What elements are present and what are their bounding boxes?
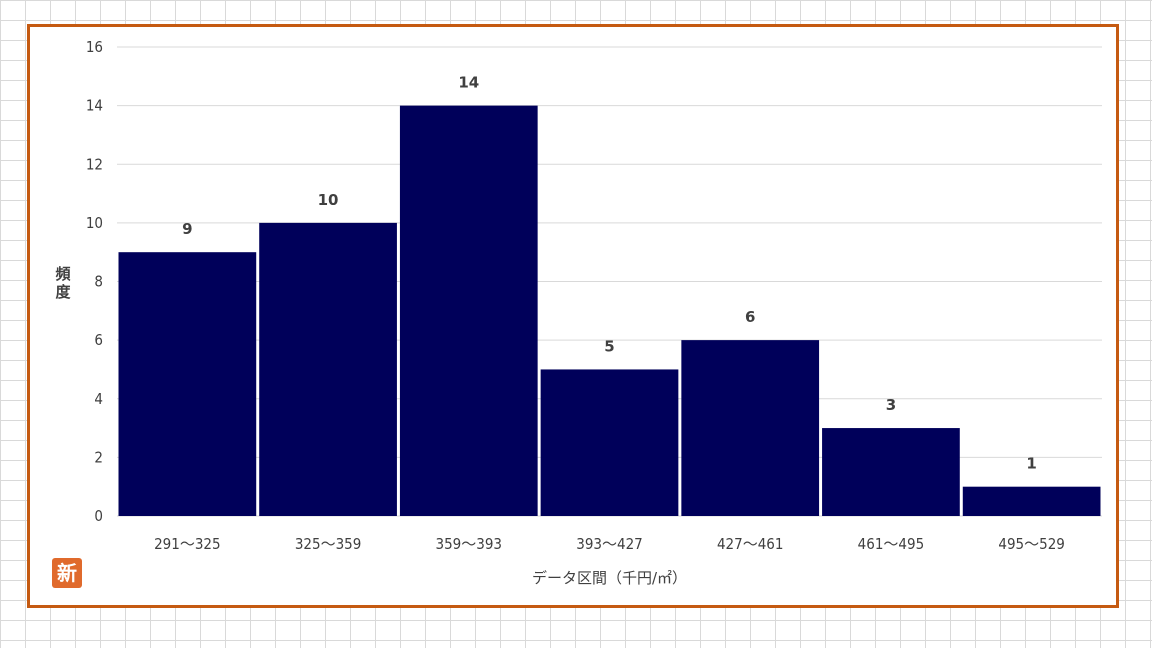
logo-badge: 新 (52, 558, 82, 588)
histogram-chart: 02468101214169291～32510325～35914359～3935… (86, 38, 1102, 553)
data-label: 5 (604, 337, 614, 355)
x-tick-label: 291～325 (154, 535, 221, 553)
data-label: 1 (1026, 455, 1036, 473)
data-label: 9 (182, 220, 192, 238)
y-tick-label: 2 (94, 448, 103, 466)
bar-1 (118, 252, 257, 516)
x-tick-label: 495～529 (998, 535, 1065, 553)
y-tick-label: 6 (94, 331, 103, 349)
data-label: 10 (318, 191, 339, 209)
data-label: 14 (458, 74, 479, 92)
y-tick-label: 14 (86, 97, 103, 115)
bar-4 (540, 369, 679, 516)
chart-frame: 0 2 4 6 8 10 12 14 16 9 291～325 10 325～359 14 359～393 5… (27, 24, 1119, 608)
bar-2 (259, 222, 397, 516)
y-tick-label: 12 (86, 155, 103, 173)
y-tick-label: 10 (86, 214, 103, 232)
x-axis-title: データ区間（千円/㎡） (531, 569, 688, 587)
y-tick-label: 16 (86, 38, 103, 56)
x-tick-label: 325～359 (295, 535, 362, 553)
bar-6 (822, 428, 960, 516)
y-tick-label: 0 (94, 507, 103, 525)
y-axis-title: 頻度 (55, 265, 71, 301)
data-label: 3 (886, 396, 896, 414)
x-tick-label: 427～461 (717, 535, 784, 553)
data-label: 6 (745, 308, 755, 326)
x-tick-label: 393～427 (576, 535, 643, 553)
y-tick-label: 4 (94, 390, 103, 408)
x-tick-label: 461～495 (858, 535, 925, 553)
x-tick-label: 359～393 (436, 535, 503, 553)
y-tick-label: 8 (94, 273, 103, 291)
bar-3 (399, 105, 538, 516)
bar-7 (962, 486, 1101, 516)
bar-5 (681, 340, 820, 516)
